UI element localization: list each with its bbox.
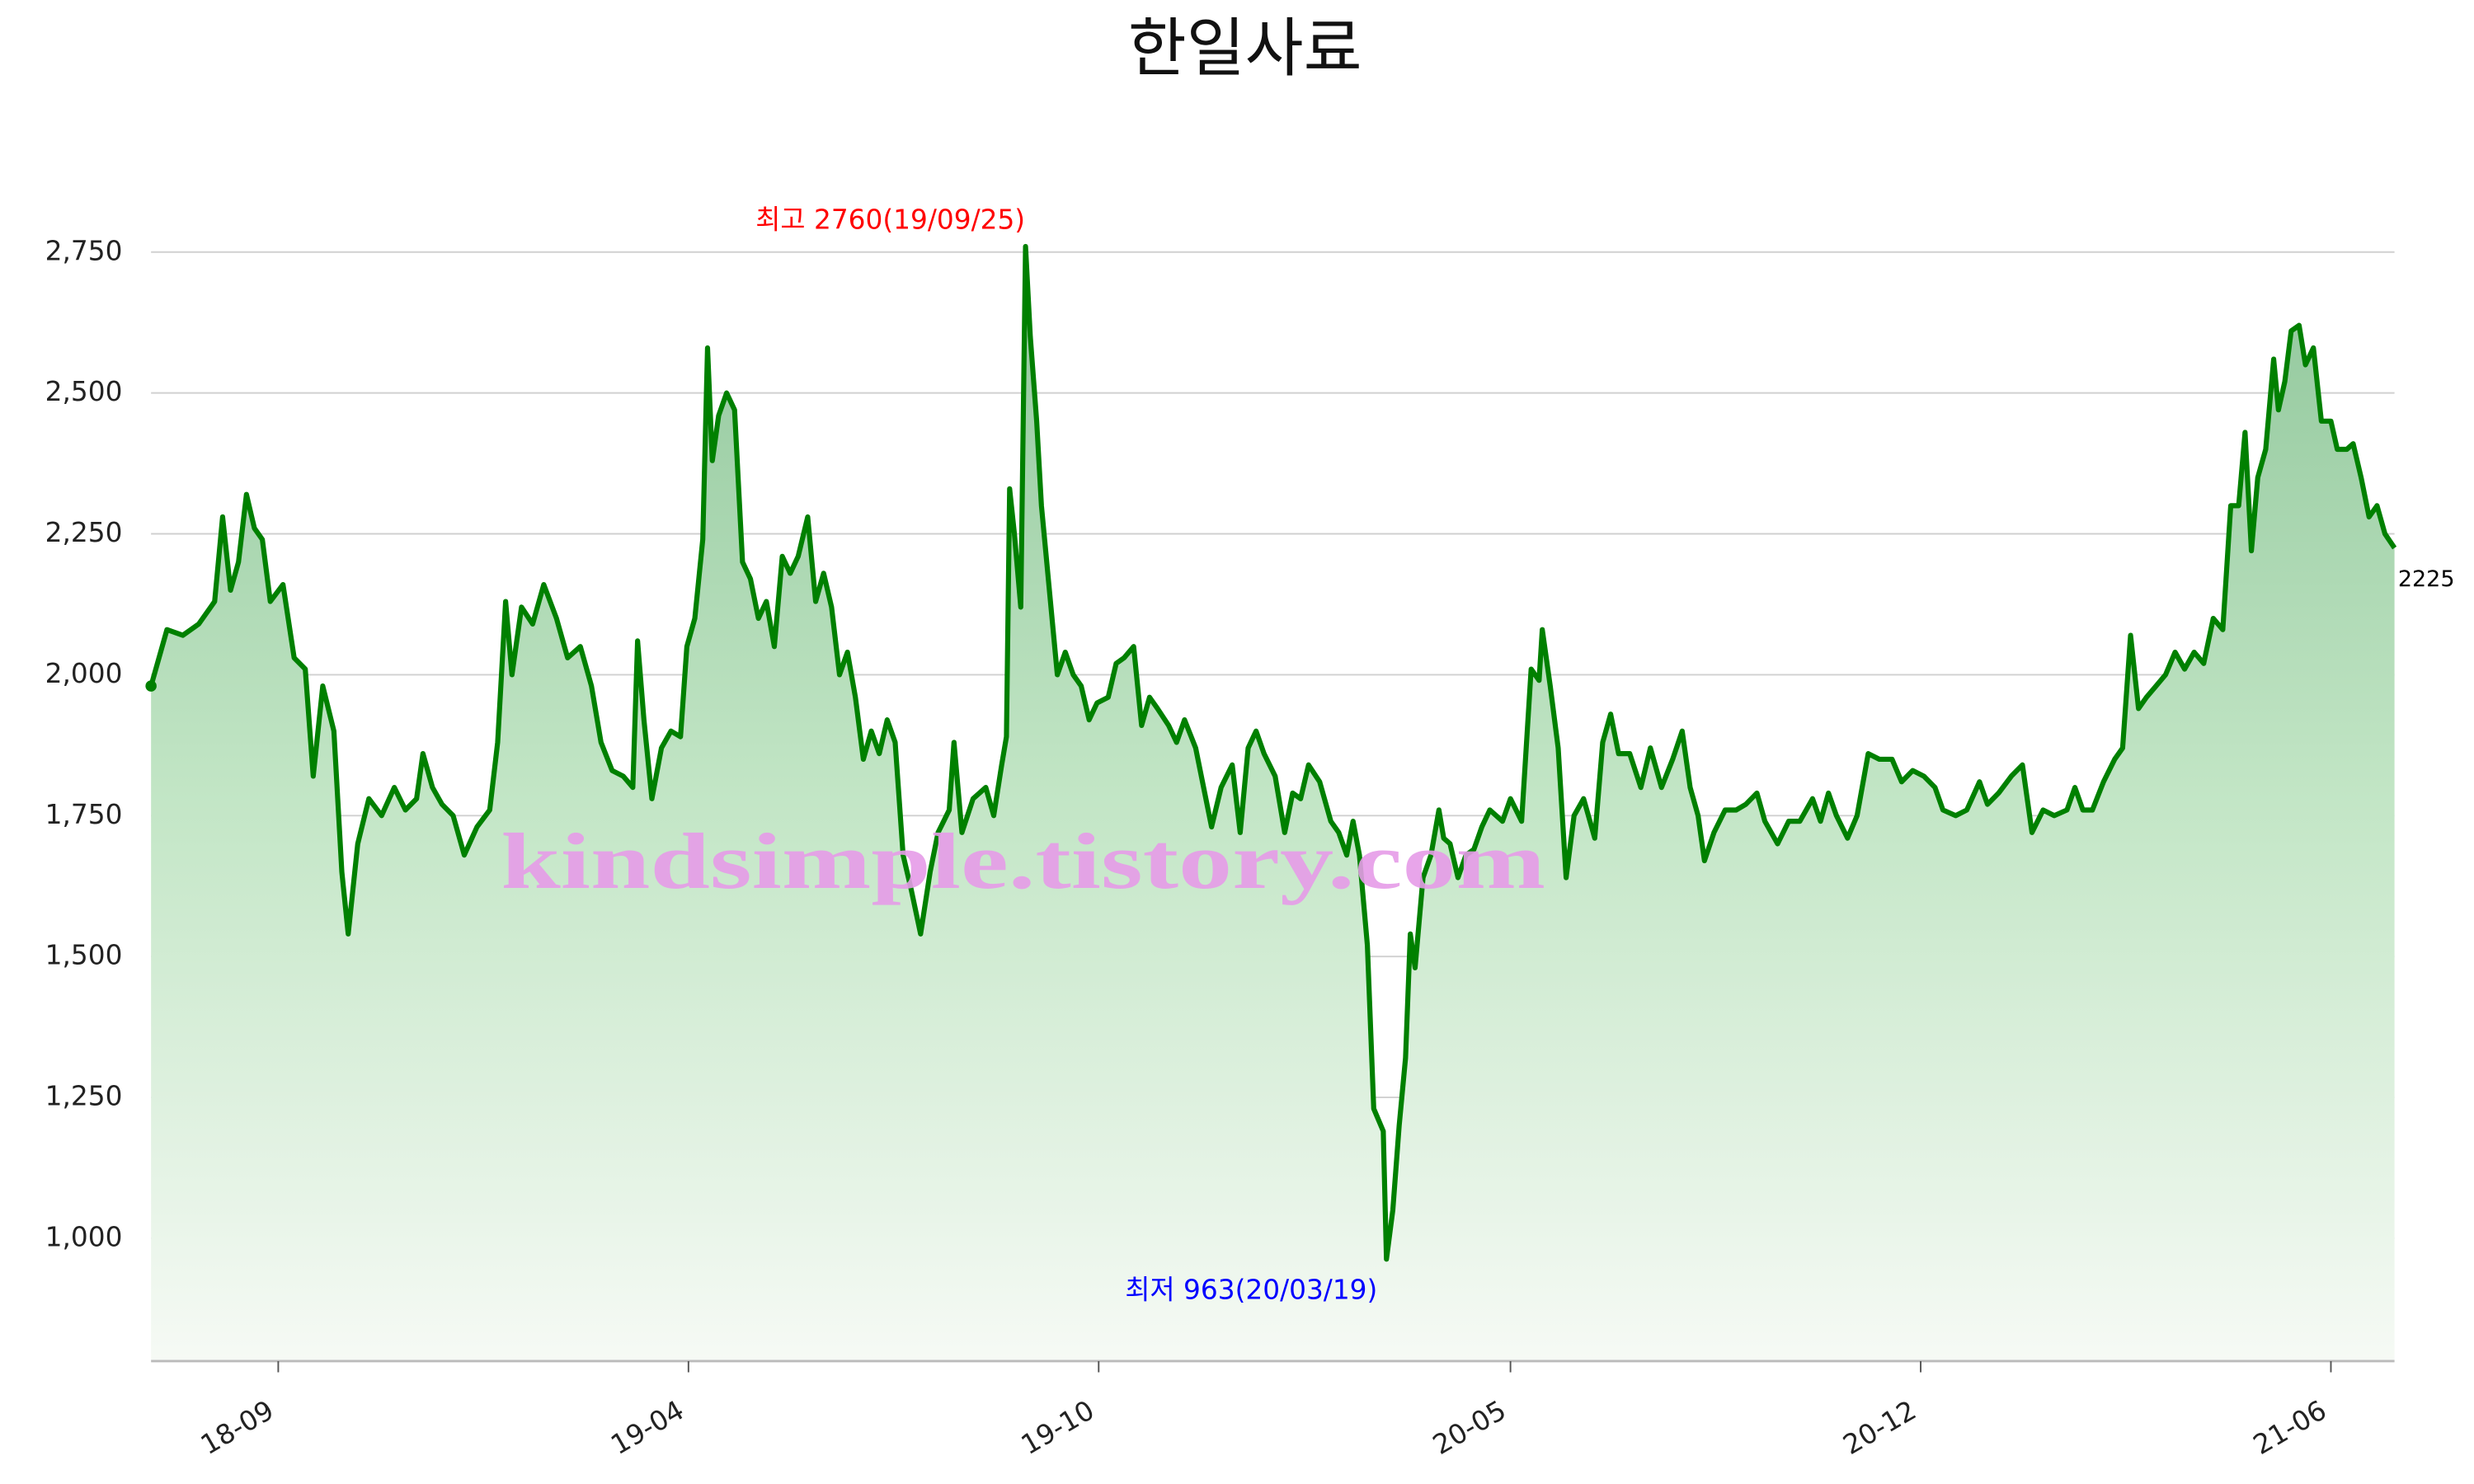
annotation: 2225 [2398,566,2455,592]
x-tick-label: 21-06 [2248,1394,2331,1461]
y-tick-label: 1,250 [45,1081,123,1112]
y-tick-label: 1,500 [45,940,123,971]
x-tick-label: 19-10 [1016,1394,1099,1461]
annotation: 최고 2760(19/09/25) [755,204,1025,235]
x-tick-label: 20-05 [1427,1394,1511,1461]
y-tick-label: 2,000 [45,658,123,689]
line [148,243,2397,1262]
area [151,246,2395,1361]
start-point [145,680,157,692]
y-tick-label: 1,000 [45,1221,123,1252]
annotation: 최저 963(20/03/19) [1125,1274,1377,1305]
y-tick-label: 1,750 [45,799,123,830]
y-tick-label: 2,250 [45,517,123,548]
chart-title: 한일사료 [1128,12,1362,86]
y-tick-label: 2,750 [45,235,123,266]
watermark: kindsimple.tistory.com [501,817,1545,905]
y-tick-label: 2,500 [45,376,123,407]
x-tick-label: 18-09 [195,1394,279,1461]
x-tick-label: 19-04 [605,1394,689,1461]
x-tick-label: 20-12 [1838,1394,1921,1461]
